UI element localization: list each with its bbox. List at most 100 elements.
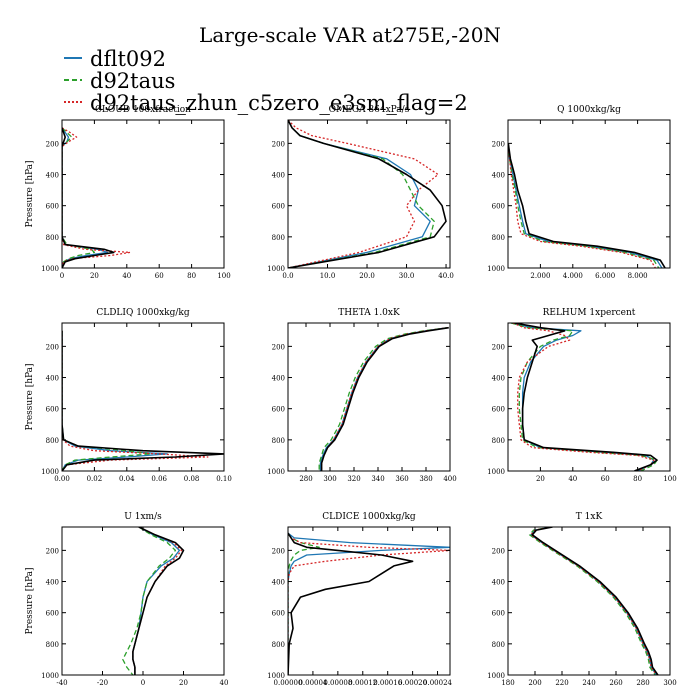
y-axis-label: Pressure [hPa] bbox=[25, 567, 35, 634]
x-tick-label: 200 bbox=[528, 679, 541, 687]
series-line bbox=[528, 527, 656, 675]
x-tick-label: 0.00000 bbox=[274, 679, 303, 687]
x-tick-label: 0.00020 bbox=[398, 679, 427, 687]
series-line bbox=[530, 527, 658, 675]
x-tick-label: 320 bbox=[347, 475, 360, 483]
y-tick-label: 800 bbox=[272, 641, 285, 649]
y-tick-label: 600 bbox=[46, 203, 59, 211]
panel-title: CLDICE 1000xkg/kg bbox=[322, 512, 416, 522]
x-tick-label: 300 bbox=[663, 679, 676, 687]
x-tick-label: 360 bbox=[395, 475, 408, 483]
y-tick-label: 600 bbox=[46, 406, 59, 414]
chart-panel: Q 1000xkg/kg 2.000 4.000 6.000 8.000 200 400 60… bbox=[487, 105, 671, 280]
x-tick-label: 220 bbox=[555, 679, 568, 687]
series-line bbox=[62, 127, 109, 268]
y-tick-label: 1000 bbox=[267, 468, 285, 476]
y-tick-label: 1000 bbox=[41, 672, 59, 680]
series-line bbox=[288, 120, 435, 268]
legend-item-dflt092: dflt092 bbox=[64, 47, 166, 71]
plot-frame bbox=[507, 119, 671, 269]
x-tick-label: 0.00008 bbox=[323, 679, 352, 687]
x-tick-label: 20 bbox=[179, 679, 188, 687]
y-tick-label: 1000 bbox=[41, 265, 59, 273]
x-tick-label: 20 bbox=[90, 272, 99, 280]
legend-label: dflt092 bbox=[90, 47, 166, 71]
chart-panel: OMEGA 864xPa/s 0.0 10.0 20.0 30.0 40.0 200 400 6… bbox=[267, 105, 454, 280]
x-tick-label: 8.000 bbox=[628, 272, 648, 280]
series-line bbox=[318, 327, 448, 471]
y-tick-label: 400 bbox=[272, 579, 285, 587]
x-tick-label: 0 bbox=[141, 679, 145, 687]
y-tick-label: 800 bbox=[46, 641, 59, 649]
y-tick-label: 800 bbox=[492, 234, 505, 242]
x-tick-label: 20 bbox=[536, 475, 545, 483]
chart-panel: RELHUM 1xpercent 20 40 60 80 100 200 400 600 800 1… bbox=[487, 308, 677, 483]
legend-item-d92taus: d92taus bbox=[64, 69, 175, 93]
y-tick-label: 200 bbox=[272, 547, 285, 555]
y-tick-label: 400 bbox=[492, 172, 505, 180]
series-line bbox=[320, 326, 449, 471]
figure-title: Large-scale VAR at275E,-20N bbox=[199, 23, 501, 47]
y-tick-label: 600 bbox=[46, 610, 59, 618]
y-tick-label: 1000 bbox=[487, 468, 505, 476]
x-tick-label: 40.0 bbox=[438, 272, 454, 280]
x-tick-label: 380 bbox=[419, 475, 432, 483]
y-tick-label: 400 bbox=[46, 172, 59, 180]
series-line bbox=[288, 532, 450, 675]
x-tick-label: 180 bbox=[501, 679, 514, 687]
y-tick-label: 1000 bbox=[41, 468, 59, 476]
x-tick-label: 0.08 bbox=[184, 475, 200, 483]
legend: dflt092 d92taus d92taus_zhun_c5zero_e3sm… bbox=[64, 47, 468, 115]
series-line bbox=[62, 330, 152, 471]
series-line bbox=[320, 327, 448, 471]
series-line bbox=[132, 527, 181, 675]
series-group bbox=[318, 326, 449, 471]
x-tick-label: 4.000 bbox=[563, 272, 583, 280]
series-line bbox=[531, 527, 659, 675]
plot-frame bbox=[287, 322, 451, 472]
series-group bbox=[62, 127, 131, 268]
x-tick-label: 6.000 bbox=[595, 272, 615, 280]
x-tick-label: 100 bbox=[663, 475, 676, 483]
y-tick-label: 200 bbox=[46, 343, 59, 351]
x-tick-label: 40 bbox=[122, 272, 131, 280]
y-tick-label: 400 bbox=[492, 375, 505, 383]
x-tick-label: 0.00012 bbox=[348, 679, 377, 687]
y-tick-label: 1000 bbox=[267, 672, 285, 680]
chart-panel: U 1xm/s -40 -20 0 20 40 200 400 600 800 1000 Pressu… bbox=[25, 512, 228, 687]
y-tick-label: 600 bbox=[272, 610, 285, 618]
series-line bbox=[514, 323, 658, 471]
series-line bbox=[62, 127, 131, 268]
panel-title: CLDLIQ 1000xkg/kg bbox=[96, 308, 190, 318]
x-tick-label: 300 bbox=[323, 475, 336, 483]
panel-title: T 1xK bbox=[576, 512, 603, 522]
series-line bbox=[512, 323, 655, 471]
series-line bbox=[288, 120, 439, 268]
legend-label: d92taus bbox=[90, 69, 175, 93]
y-tick-label: 1000 bbox=[487, 672, 505, 680]
x-tick-label: 60 bbox=[601, 475, 610, 483]
series-group bbox=[288, 120, 447, 268]
x-tick-label: -40 bbox=[56, 679, 67, 687]
y-tick-label: 600 bbox=[492, 203, 505, 211]
y-tick-label: 800 bbox=[272, 234, 285, 242]
series-line bbox=[319, 327, 448, 471]
y-tick-label: 200 bbox=[492, 343, 505, 351]
y-tick-label: 400 bbox=[272, 375, 285, 383]
y-tick-label: 800 bbox=[492, 641, 505, 649]
series-line bbox=[508, 143, 656, 268]
y-tick-label: 200 bbox=[46, 140, 59, 148]
chart-panel: CLDICE 1000xkg/kg0.000000.000040.000080.… bbox=[267, 512, 452, 687]
x-tick-label: 0.00016 bbox=[373, 679, 402, 687]
x-tick-label: 40 bbox=[568, 475, 577, 483]
x-tick-label: 20.0 bbox=[359, 272, 375, 280]
plot-frame bbox=[61, 119, 225, 269]
y-tick-label: 200 bbox=[272, 343, 285, 351]
y-tick-label: 400 bbox=[272, 172, 285, 180]
y-tick-label: 1000 bbox=[487, 265, 505, 273]
chart-panel: THETA 1.0xK 280 300 320 340 360 380 400 200 400 60… bbox=[267, 308, 457, 483]
x-tick-label: 0.04 bbox=[119, 475, 135, 483]
x-tick-label: 10.0 bbox=[320, 272, 336, 280]
